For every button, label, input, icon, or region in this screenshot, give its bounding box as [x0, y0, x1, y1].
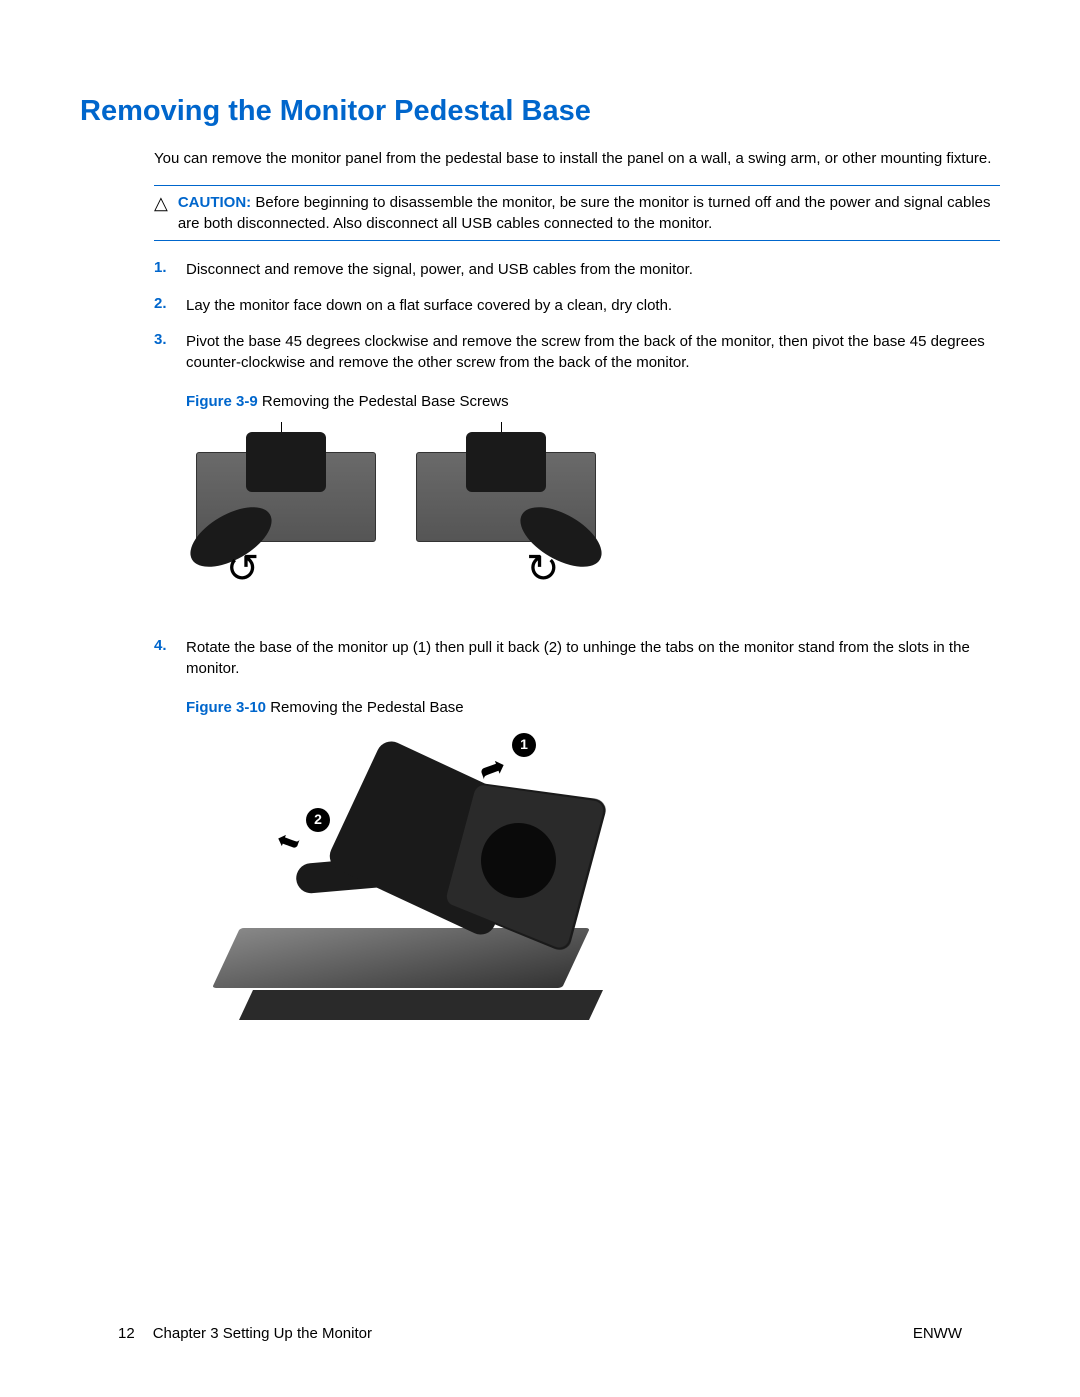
page-title: Removing the Monitor Pedestal Base	[80, 95, 1000, 128]
figure-10-image: ➦ ➦ 1 2	[206, 728, 646, 1028]
step-4-text: Rotate the base of the monitor up (1) th…	[186, 639, 970, 677]
step-number: 2.	[154, 295, 186, 316]
callout-1: 1	[512, 733, 536, 757]
language-code: ENWW	[913, 1325, 962, 1342]
figure-label: Figure 3-9	[186, 393, 258, 410]
caution-box: △ CAUTION: Before beginning to disassemb…	[154, 185, 1000, 241]
page-number: 12	[118, 1325, 135, 1342]
step-text: Pivot the base 45 degrees clockwise and …	[186, 331, 1000, 622]
figure-10-caption: Figure 3-10 Removing the Pedestal Base	[186, 697, 1000, 718]
rotate-arrow-icon: ↻	[526, 541, 560, 597]
step-4: 4. Rotate the base of the monitor up (1)…	[154, 637, 1000, 1048]
caution-text: Before beginning to disassemble the moni…	[178, 194, 991, 232]
monitor-right-view: ↻	[406, 422, 606, 602]
step-number: 1.	[154, 259, 186, 280]
figure-label: Figure 3-10	[186, 699, 266, 716]
callout-2: 2	[306, 808, 330, 832]
page-footer: 12 Chapter 3 Setting Up the Monitor ENWW	[118, 1325, 962, 1342]
steps-list: 1. Disconnect and remove the signal, pow…	[154, 259, 1000, 1048]
intro-paragraph: You can remove the monitor panel from th…	[154, 148, 1000, 169]
step-3: 3. Pivot the base 45 degrees clockwise a…	[154, 331, 1000, 622]
step-text: Rotate the base of the monitor up (1) th…	[186, 637, 1000, 1048]
chapter-title: Chapter 3 Setting Up the Monitor	[153, 1325, 372, 1342]
figure-9-image: ↻ ↻	[186, 422, 1000, 602]
footer-left: 12 Chapter 3 Setting Up the Monitor	[118, 1325, 372, 1342]
content-body: You can remove the monitor panel from th…	[154, 148, 1000, 1048]
arrow-back-icon: ➦	[270, 820, 305, 865]
step-number: 4.	[154, 637, 186, 1048]
step-number: 3.	[154, 331, 186, 622]
figure-9-caption: Figure 3-9 Removing the Pedestal Base Sc…	[186, 391, 1000, 412]
monitor-left-view: ↻	[186, 422, 386, 602]
caution-label: CAUTION:	[178, 194, 251, 211]
caution-icon: △	[154, 193, 168, 214]
step-text: Lay the monitor face down on a flat surf…	[186, 295, 1000, 316]
figure-text: Removing the Pedestal Base	[266, 699, 464, 716]
caution-content: CAUTION: Before beginning to disassemble…	[178, 192, 1000, 234]
figure-text: Removing the Pedestal Base Screws	[258, 393, 509, 410]
step-3-text: Pivot the base 45 degrees clockwise and …	[186, 333, 985, 371]
step-text: Disconnect and remove the signal, power,…	[186, 259, 1000, 280]
step-2: 2. Lay the monitor face down on a flat s…	[154, 295, 1000, 316]
rotate-arrow-icon: ↻	[226, 541, 260, 597]
step-1: 1. Disconnect and remove the signal, pow…	[154, 259, 1000, 280]
